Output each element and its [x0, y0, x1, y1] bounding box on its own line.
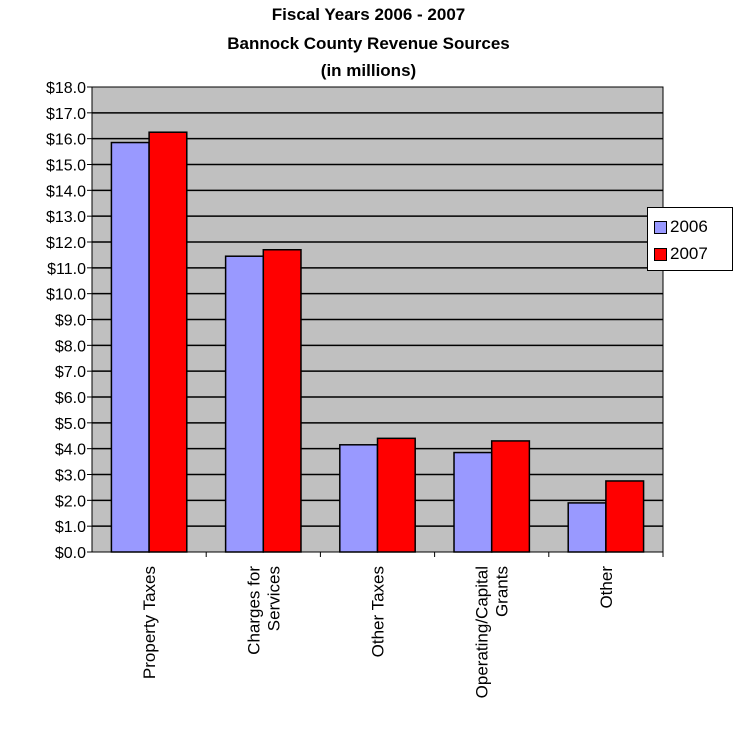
bar-2006-operating-capital-grants	[453, 451, 493, 553]
chart-title-line-3: (in millions)	[320, 61, 417, 80]
chart-legend: 2006 2007	[647, 207, 733, 271]
legend-label-2007: 2007	[670, 244, 708, 263]
legend-swatch-2006	[654, 220, 667, 234]
bar-2007-property-taxes	[148, 131, 188, 553]
bar-2007-charges-for-services	[262, 249, 302, 553]
legend-item-2007: 2007	[654, 244, 708, 264]
bar-2007-other-taxes	[376, 437, 416, 553]
x-tick-label: Charges for	[244, 566, 263, 655]
y-tick-label: $6.0	[55, 390, 86, 407]
chart-title-line-2: Bannock County Revenue Sources	[227, 34, 510, 53]
y-tick-label: $18.0	[46, 80, 86, 97]
y-tick-label: $10.0	[46, 287, 86, 304]
x-tick-label: Grants	[493, 566, 512, 617]
y-tick-label: $9.0	[55, 313, 86, 330]
bar-2007-operating-capital-grants	[490, 440, 531, 553]
y-tick-label: $13.0	[46, 209, 86, 226]
legend-item-2006: 2006	[654, 217, 708, 237]
bar-2007-other	[605, 480, 645, 553]
y-tick-label: $8.0	[55, 338, 86, 355]
y-tick-label: $5.0	[55, 416, 86, 433]
legend-label-2006: 2006	[670, 217, 708, 236]
y-tick-label: $3.0	[55, 468, 86, 485]
bar-2006-other	[567, 502, 607, 553]
x-tick-label: Operating/Capital	[473, 566, 492, 698]
y-tick-label: $16.0	[46, 132, 86, 149]
chart-title-line-1: Fiscal Years 2006 - 2007	[271, 5, 466, 24]
bar-2006-other-taxes	[339, 444, 379, 553]
x-tick-label: Other	[597, 566, 616, 609]
x-tick-label: Property Taxes	[140, 566, 159, 679]
legend-swatch-2007	[654, 247, 667, 261]
y-tick-label: $11.0	[47, 261, 86, 278]
y-tick-label: $4.0	[55, 442, 86, 459]
y-tick-label: $2.0	[55, 493, 86, 510]
y-tick-label: $14.0	[46, 183, 86, 200]
x-tick-label: Other Taxes	[369, 566, 388, 657]
y-tick-label: $15.0	[46, 158, 86, 175]
bar-2006-charges-for-services	[224, 255, 265, 553]
x-tick-label: Services	[264, 566, 283, 631]
y-tick-label: $12.0	[46, 235, 86, 252]
y-tick-label: $1.0	[55, 519, 86, 536]
bar-2006-property-taxes	[110, 141, 150, 553]
y-tick-label: $17.0	[46, 106, 86, 123]
y-tick-label: $0.0	[55, 545, 86, 562]
y-tick-label: $7.0	[55, 364, 86, 381]
